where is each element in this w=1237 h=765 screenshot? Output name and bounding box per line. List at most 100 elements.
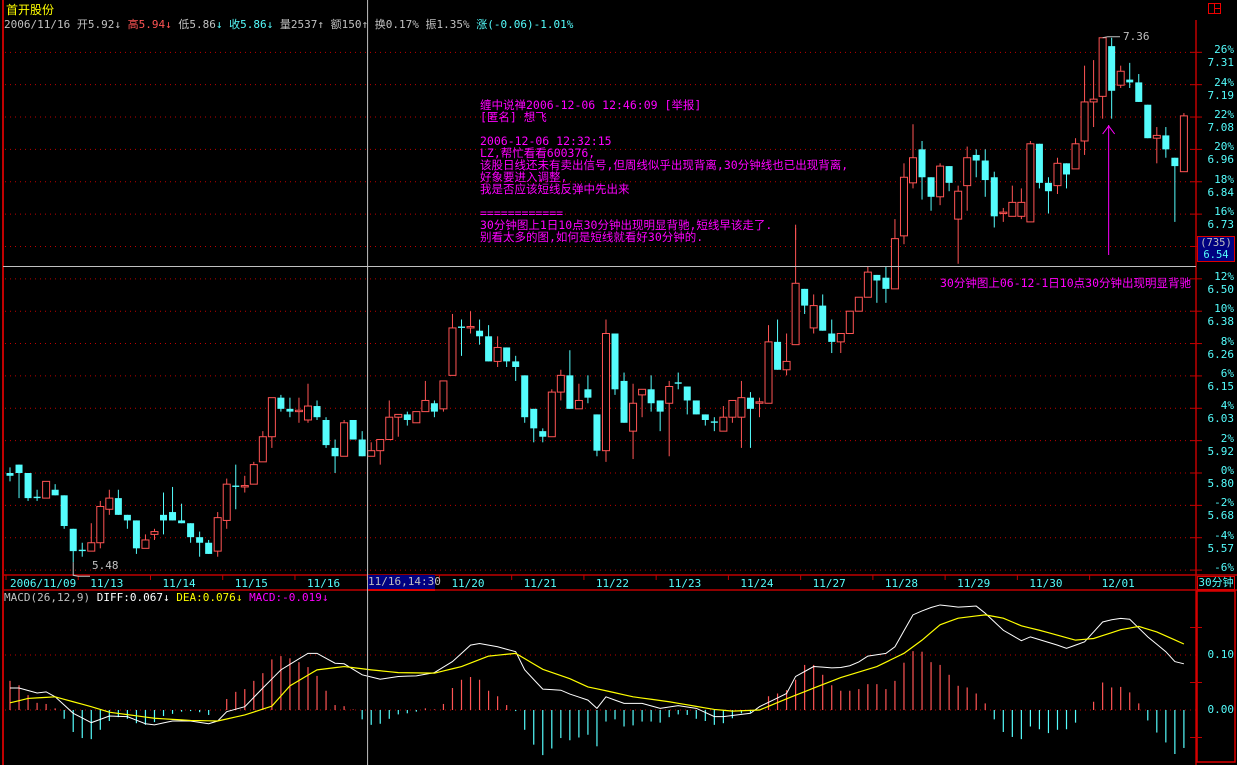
candle-body-up <box>954 190 963 220</box>
candle-body-down <box>60 495 68 527</box>
candle-body-down <box>1044 182 1052 192</box>
crosshair-price-label: (735) 6.54 <box>1197 236 1235 262</box>
stat-low: 低5.86 <box>178 18 216 31</box>
candle-body-up <box>574 399 583 410</box>
axis-pct-label: 10% <box>1214 302 1234 316</box>
axis-price-label: 6.50 <box>1207 282 1235 296</box>
annotation-line: 我是否应该短线反弹中先出来 <box>480 182 630 196</box>
low-price-label: 5.48 <box>92 559 119 572</box>
candle-body-down <box>313 406 321 418</box>
candle-body-down <box>1126 79 1134 83</box>
date-label: 11/29 <box>957 577 991 590</box>
candle-body-up <box>1179 115 1188 173</box>
candle-body-down <box>160 514 168 521</box>
date-label: 11/23 <box>668 577 702 590</box>
stat-close: 收5.86 <box>229 18 267 31</box>
axis-pct-label: 24% <box>1214 75 1234 89</box>
candle-body-down <box>746 397 754 409</box>
axis-price-label: 6.73 <box>1207 218 1235 232</box>
candle-body-up <box>258 436 267 463</box>
candle-body-down <box>981 160 989 181</box>
stock-name: 首开股份 <box>6 3 55 17</box>
macd-legend: MACD(26,12,9) DIFF:0.067↓ DEA:0.076↓ MAC… <box>4 591 329 604</box>
candle-body-down <box>232 485 240 487</box>
candle-body-down <box>33 496 41 499</box>
bar-stats: 2006/11/16 开5.92↓ 高5.94↓ 低5.86↓ 收5.86↓ 量… <box>4 16 573 32</box>
stat-date: 2006/11/16 <box>4 18 71 31</box>
candle-body-up <box>1152 134 1161 139</box>
candle-body-up <box>1080 101 1089 142</box>
candle-body-up <box>105 497 114 510</box>
macd-axis-box <box>1196 590 1236 763</box>
candle-body-up <box>385 416 394 441</box>
candle-body-up <box>556 374 565 393</box>
up-arrow-icon: ↑ <box>317 18 324 31</box>
arrow-up-icon <box>1102 125 1116 135</box>
candle-body-up <box>629 402 638 432</box>
candle-body-down <box>69 528 77 552</box>
stat-high: 高5.94 <box>127 18 166 31</box>
candle-body-down <box>674 382 682 384</box>
date-label: 11/22 <box>595 577 630 590</box>
date-label: 11/14 <box>162 577 196 590</box>
candle-body-up <box>1071 143 1080 170</box>
candle-body-up <box>466 326 475 329</box>
candle-body-up <box>791 282 800 346</box>
candle-body-down <box>530 408 538 429</box>
candle-body-down <box>358 439 366 457</box>
axis-pct-label: 6% <box>1220 366 1234 380</box>
candle-body-up <box>854 296 863 312</box>
candle-body-up <box>809 305 818 329</box>
candle-body-down <box>322 419 330 446</box>
date-label: 11/28 <box>884 577 918 590</box>
date-label: 11/21 <box>523 577 557 590</box>
axis-pct-label: 8% <box>1220 334 1234 348</box>
down-arrow-icon: ↓ <box>114 18 121 31</box>
candle-body-up <box>899 176 908 237</box>
axis-price-label: 7.31 <box>1207 56 1235 70</box>
axis-price-label: 5.68 <box>1207 509 1235 523</box>
down-arrow-icon: ↓ <box>266 18 274 31</box>
date-label: 11/24 <box>740 577 774 590</box>
candle-body-down <box>774 341 782 370</box>
macd-axis-label: 0.00 <box>1207 703 1235 716</box>
axis-price-label: 7.19 <box>1207 88 1235 102</box>
dea-line <box>9 614 1185 722</box>
candle-body-up <box>909 157 917 184</box>
stat-amplitude: 振1.35% <box>425 18 470 31</box>
down-arrow-icon: ↓ <box>321 591 329 604</box>
candle-body-up <box>412 411 421 424</box>
candle-body-down <box>683 386 691 401</box>
candle-body-up <box>1098 37 1107 97</box>
candle-body-up <box>294 409 303 413</box>
stat-change: 涨(-0.06)-1.01% <box>476 18 574 31</box>
window-layout-icon[interactable] <box>1208 3 1221 14</box>
stat-amount: 额150 <box>330 18 362 31</box>
axis-pct-label: 26% <box>1214 43 1234 57</box>
date-label: 11/13 <box>90 577 124 590</box>
candle-body-down <box>1063 163 1071 175</box>
candle-body-down <box>277 397 285 409</box>
candle-body-down <box>539 431 547 437</box>
candle-body-up <box>1053 162 1062 187</box>
candle-body-down <box>331 447 339 457</box>
candle-body-up <box>845 310 854 334</box>
stat-volume: 量2537 <box>279 18 318 31</box>
axis-pct-label: 4% <box>1220 399 1234 413</box>
date-label: 11/15 <box>234 577 268 590</box>
candle-body-up <box>665 386 674 404</box>
candle-body-down <box>1108 46 1116 91</box>
candle-body-down <box>6 473 14 476</box>
candle-body-up <box>87 542 96 552</box>
annotation-line: ============ <box>480 206 564 220</box>
candle-body-down <box>801 288 809 306</box>
date-label: 12/01 <box>1101 577 1135 590</box>
candle-body-down <box>15 464 23 473</box>
annotation-line: 好象要进入调整, <box>480 170 568 184</box>
period-selector[interactable]: 30分钟 <box>1197 576 1235 590</box>
candle-body-up <box>421 399 430 413</box>
candle-body-up <box>303 405 312 421</box>
candle-body-down <box>1171 157 1179 167</box>
candle-body-down <box>286 408 294 412</box>
